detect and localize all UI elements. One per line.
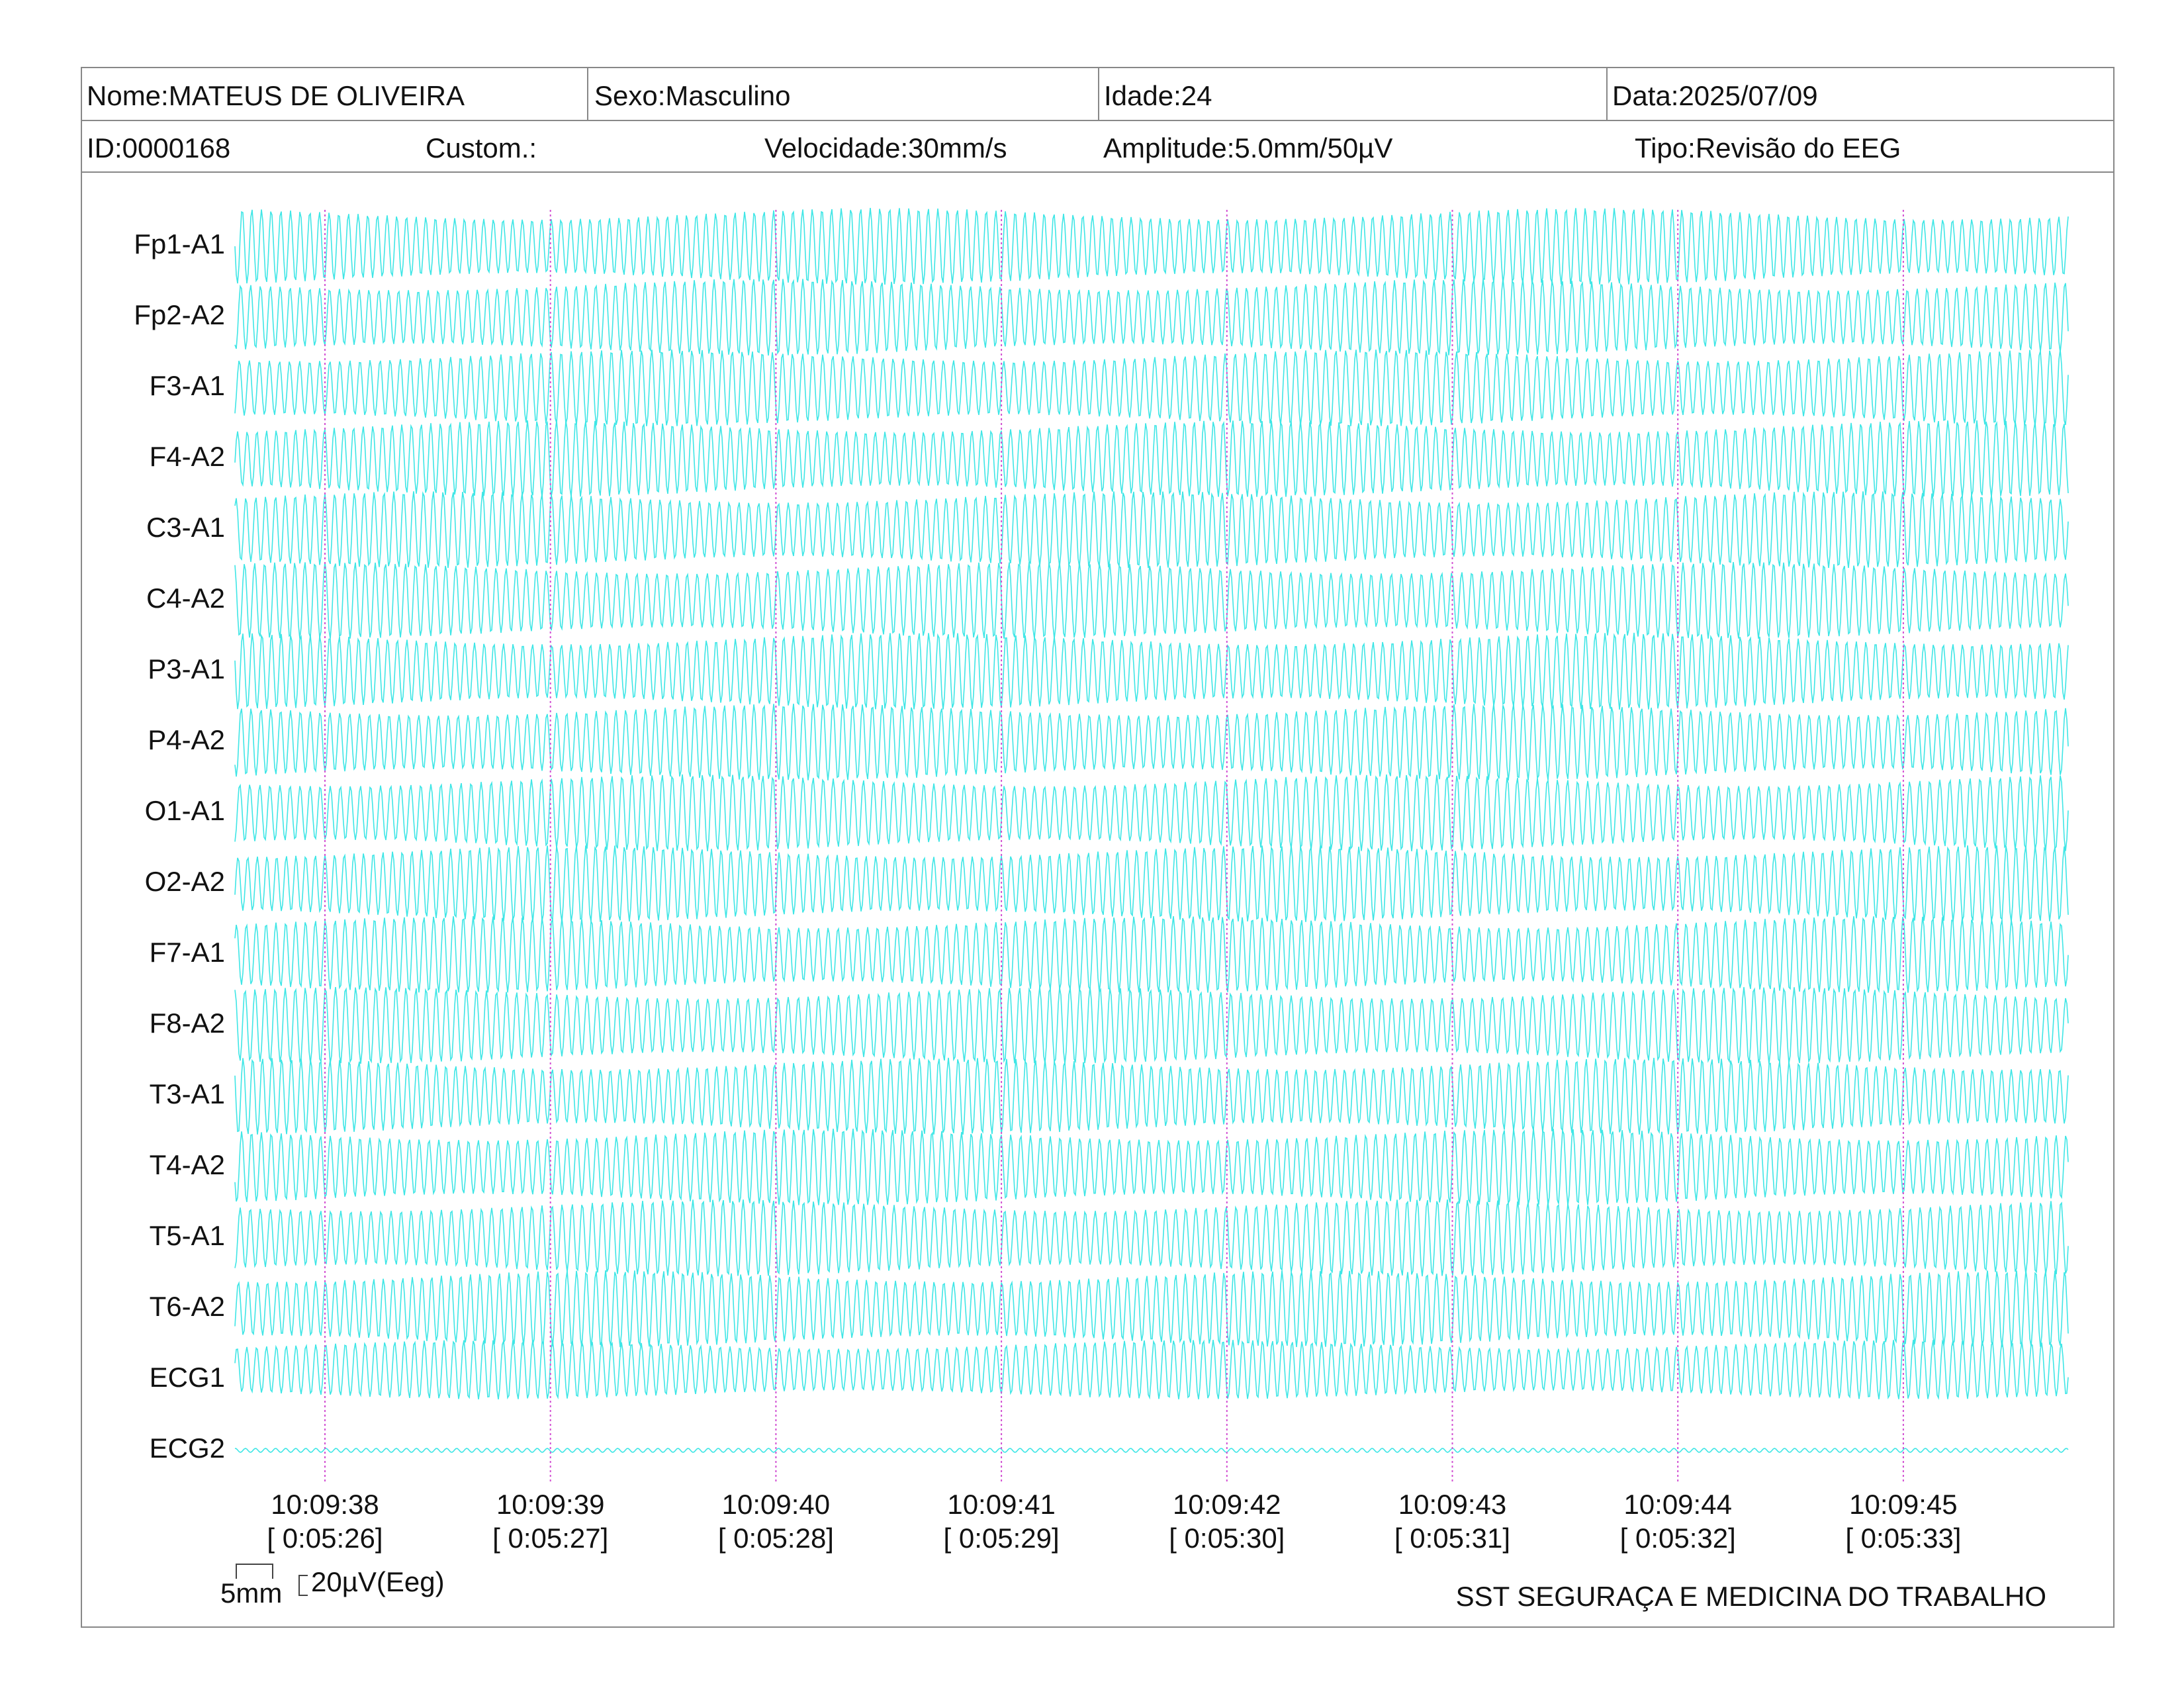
channel-label: C4-A2 <box>146 583 225 614</box>
channel-label: ECG1 <box>150 1362 225 1393</box>
channel-label: F3-A1 <box>150 370 225 401</box>
channel-label: Fp1-A1 <box>134 228 225 259</box>
age: Idade:24 <box>1104 80 1212 111</box>
trace <box>234 1199 2069 1277</box>
channel-label: ECG2 <box>150 1432 225 1464</box>
sex: Sexo:Masculino <box>594 80 790 111</box>
time-clock: 10:09:38 <box>271 1489 379 1520</box>
trace <box>234 1339 2069 1400</box>
trace <box>234 845 2069 922</box>
labels: Fp1-A1 Fp2-A2 F3-A1 F4-A2 C3-A1 C4-A2 P3-A1 P4-… <box>134 228 1961 1554</box>
footer: SST SEGURAÇA E MEDICINA DO TRABALHO <box>1456 1581 2046 1612</box>
trace <box>234 774 2069 851</box>
channel-label: F8-A2 <box>150 1008 225 1039</box>
type: Tipo:Revisão do EEG <box>1635 132 1901 164</box>
channel-label: F4-A2 <box>150 441 225 472</box>
time-elapsed: [ 0:05:33] <box>1845 1523 1961 1554</box>
channel-label: O1-A1 <box>145 795 225 826</box>
trace <box>234 704 2069 780</box>
speed: Velocidade:30mm/s <box>764 132 1007 164</box>
channel-label: Fp2-A2 <box>134 299 225 330</box>
trace <box>234 350 2069 426</box>
amplitude: Amplitude:5.0mm/50µV <box>1103 132 1392 164</box>
time-clock: 10:09:45 <box>1849 1489 1958 1520</box>
trace <box>234 1128 2069 1205</box>
page-border <box>81 67 2115 1628</box>
trace <box>234 491 2069 569</box>
trace <box>234 420 2069 498</box>
channel-label: C3-A1 <box>146 512 225 543</box>
time-elapsed: [ 0:05:30] <box>1169 1523 1285 1554</box>
time-clock: 10:09:40 <box>722 1489 831 1520</box>
time-elapsed: [ 0:05:27] <box>492 1523 608 1554</box>
trace <box>234 562 2069 639</box>
date: Data:2025/07/09 <box>1612 80 1818 111</box>
time-clock: 10:09:41 <box>947 1489 1056 1520</box>
time-clock: 10:09:43 <box>1398 1489 1507 1520</box>
time-elapsed: [ 0:05:31] <box>1394 1523 1510 1554</box>
channel-label: O2-A2 <box>145 866 225 897</box>
custom: Custom.: <box>426 132 537 164</box>
time-elapsed: [ 0:05:32] <box>1620 1523 1736 1554</box>
name: Nome:MATEUS DE OLIVEIRA <box>87 80 465 111</box>
scale-amplitude: 20µV(Eeg) <box>311 1566 445 1597</box>
channel-label: F7-A1 <box>150 937 225 968</box>
trace <box>234 208 2069 285</box>
trace <box>234 1448 2069 1453</box>
channel-label: T3-A1 <box>150 1078 225 1109</box>
trace <box>234 1270 2069 1348</box>
scale-width: 5mm <box>220 1577 282 1609</box>
scale-amp-bar <box>298 1575 308 1596</box>
time-elapsed: [ 0:05:26] <box>267 1523 383 1554</box>
trace <box>234 1057 2069 1135</box>
channel-label: T4-A2 <box>150 1149 225 1180</box>
scale-width-bar <box>236 1564 273 1579</box>
time-clock: 10:09:42 <box>1173 1489 1281 1520</box>
trace <box>234 632 2069 710</box>
channel-label: P4-A2 <box>148 724 225 755</box>
channel-label: T6-A2 <box>150 1291 225 1322</box>
time-clock: 10:09:44 <box>1623 1489 1732 1520</box>
time-elapsed: [ 0:05:28] <box>718 1523 834 1554</box>
time-elapsed: [ 0:05:29] <box>944 1523 1060 1554</box>
time-clock: 10:09:39 <box>496 1489 605 1520</box>
trace <box>234 987 2069 1064</box>
trace <box>234 279 2069 356</box>
id: ID:0000168 <box>87 132 230 164</box>
channel-label: T5-A1 <box>150 1220 225 1251</box>
traces <box>234 208 2069 1483</box>
channel-label: P3-A1 <box>148 653 225 684</box>
trace <box>234 915 2069 993</box>
